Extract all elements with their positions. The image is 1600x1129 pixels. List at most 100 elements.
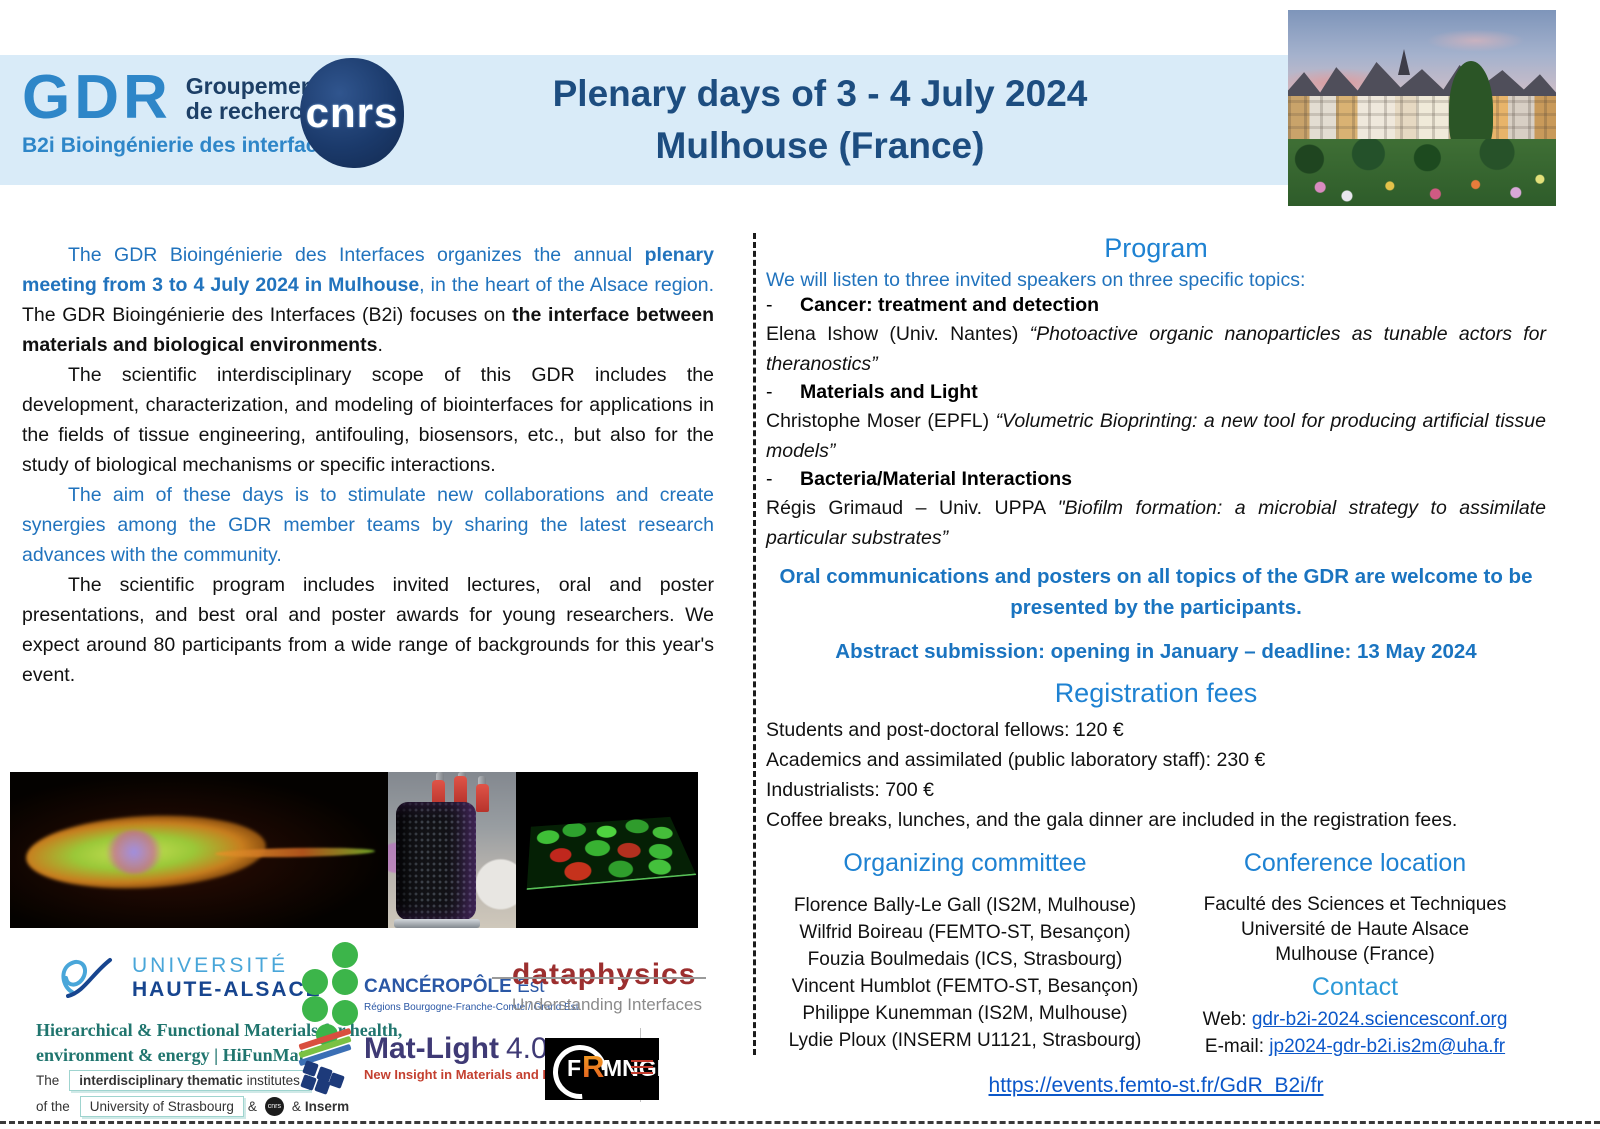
green-dot-icon	[332, 1000, 358, 1026]
abstract-deadline: Abstract submission: opening in January …	[835, 640, 1477, 663]
uha-line2: HAUTE-ALSACE	[132, 978, 322, 1001]
dataphysics-tagline: Understanding Interfaces	[512, 995, 702, 1014]
topic-label: Bacteria/Material Interactions	[800, 468, 1073, 490]
talk-title: “Volumetric Bioprinting: a new tool for …	[766, 410, 1546, 462]
iti-normal: institutes	[242, 1073, 300, 1088]
matlight-version: 4.0	[505, 1032, 548, 1065]
iti-bold: interdisciplinary thematic	[79, 1073, 243, 1088]
canceropole-bold: CANCÉROPÔLE	[364, 976, 512, 997]
topic-speaker-3: Régis Grimaud – Univ. UPPA "Biofilm form…	[766, 493, 1546, 553]
committee-member: Florence Bally-Le Gall (IS2M, Mulhouse)	[793, 895, 1137, 916]
green-dot-icon	[302, 996, 328, 1022]
title-line1: Plenary days of 3 - 4 July 2024	[552, 73, 1088, 114]
intro-run-bold: the interface between materials and biol…	[22, 304, 715, 356]
column-divider-dashed	[753, 233, 756, 1055]
frmnge-smalltext-line	[631, 1060, 653, 1062]
location-line: Faculté des Sciences et Techniques	[1203, 894, 1507, 915]
web-label: Web:	[1202, 1009, 1252, 1030]
gdr-b2i-text: Bioingénierie des interfaces	[60, 134, 341, 157]
red-cap	[476, 784, 489, 812]
intro-text: The GDR Bioingénierie des Interfaces org…	[22, 240, 714, 690]
fee-line: Coffee breaks, lunches, and the gala din…	[766, 809, 1458, 831]
iti-box-institutes: interdisciplinary thematic institutes	[69, 1070, 310, 1091]
matlight-tagline: New Insight in Materials and Light	[364, 1067, 575, 1082]
gdr-word1: Groupement	[185, 73, 323, 99]
contact-email: E-mail: jp2024-gdr-b2i.is2m@uha.fr	[1164, 1033, 1546, 1060]
topic-speaker-2: Christophe Moser (EPFL) “Volumetric Biop…	[766, 406, 1546, 466]
fee-line: Industrialists: 700 €	[766, 779, 935, 801]
committee-location-columns: Organizing committee Florence Bally-Le G…	[766, 847, 1546, 1060]
bottom-divider-dashed	[0, 1121, 1600, 1124]
mesh-cylinder	[396, 802, 476, 920]
topic-title-3: - Bacteria/Material Interactions	[766, 468, 1546, 491]
program-intro: We will listen to three invited speakers…	[766, 269, 1306, 291]
frmnge-f: F	[567, 1055, 582, 1081]
intro-run: .	[377, 334, 383, 356]
intro-run-bold: plenary meeting from 3 to 4 July 2024 in…	[22, 244, 714, 296]
matlight-icon	[298, 1027, 354, 1095]
hifunmat-line1: Hierarchical & Functional Materials for …	[36, 1020, 403, 1040]
top-banner	[0, 55, 1292, 185]
program-heading: Program	[1104, 233, 1208, 263]
biofilm-patch-art	[526, 816, 697, 890]
registration-fees: Students and post-doctoral fellows: 120 …	[766, 715, 1546, 835]
iti-box-university: University of Strasbourg	[79, 1096, 244, 1117]
gdr-b2i-subtitle: B2i Bioingénierie des interfaces	[22, 134, 341, 158]
frmnge-r: R	[582, 1049, 605, 1084]
committee-member: Fouzia Boulmedais (ICS, Strasbourg)	[807, 949, 1123, 970]
registration-heading: Registration fees	[1054, 678, 1258, 708]
committee-member: Philippe Kunemman (IS2M, Mulhouse)	[802, 1003, 1128, 1024]
iti-inserm: Inserm	[304, 1099, 350, 1114]
iti-amp1: &	[247, 1099, 257, 1114]
gdr-b2i-logo: GDR Groupement de recherche B2i Bioingéni…	[22, 67, 341, 158]
speaker-name: Régis Grimaud – Univ. UPPA	[766, 497, 1058, 519]
organizing-committee: Organizing committee Florence Bally-Le G…	[766, 847, 1164, 1060]
fluorescent-cell-micrograph	[10, 772, 388, 928]
matlight-name: Mat-Light	[364, 1032, 499, 1065]
page-title: Plenary days of 3 - 4 July 2024 Mulhouse…	[470, 68, 1170, 172]
intro-paragraph-2: The scientific interdisciplinary scope o…	[22, 364, 714, 476]
topic-title-1: - Cancer: treatment and detection	[766, 294, 1546, 317]
frmnge-smalltext-line	[631, 1066, 653, 1068]
uha-line1: UNIVERSITÉ	[132, 954, 289, 977]
event-url-link[interactable]: https://events.femto-st.fr/GdR_B2i/fr	[988, 1074, 1324, 1097]
dataphysics-logo: dataphysics Understanding Interfaces	[492, 958, 712, 1015]
cnrs-mini-icon: cnrs	[264, 1097, 284, 1116]
biofilm-3d-render	[516, 772, 698, 928]
red-cap	[432, 780, 445, 808]
conference-location: Conference location Faculté des Sciences…	[1164, 847, 1546, 1060]
topic-title-2: - Materials and Light	[766, 381, 1546, 404]
green-dot-icon	[332, 942, 358, 968]
speaker-name: Elena Ishow (Univ. Nantes)	[766, 323, 1030, 345]
location-heading: Conference location	[1243, 849, 1467, 877]
intro-paragraph-3: The aim of these days is to stimulate ne…	[22, 484, 714, 566]
contact-heading: Contact	[1311, 973, 1399, 1001]
dataphysics-strikethrough	[492, 977, 707, 979]
frmnge-logo: F R MNGE	[545, 1038, 659, 1100]
oral-communications-note: Oral communications and posters on all t…	[779, 565, 1533, 619]
topic-speaker-1: Elena Ishow (Univ. Nantes) “Photoactive …	[766, 319, 1546, 379]
committee-members: Florence Bally-Le Gall (IS2M, Mulhouse) …	[766, 892, 1164, 1054]
iti-the: The	[36, 1073, 60, 1088]
email-link[interactable]: jp2024-gdr-b2i.is2m@uha.fr	[1269, 1036, 1506, 1057]
canceropole-est-logo: CANCÉROPÔLE Est Régions Bourgogne-Franch…	[302, 942, 579, 1046]
location-line: Université de Haute Alsace	[1240, 919, 1470, 940]
photo-garden	[1288, 139, 1556, 206]
red-cap	[454, 776, 467, 804]
canceropole-name: CANCÉROPÔLE Est	[364, 976, 545, 998]
intro-run: The GDR Bioingénierie des Interfaces (B2…	[22, 304, 513, 326]
speaker-name: Christophe Moser (EPFL)	[766, 410, 996, 432]
web-link[interactable]: gdr-b2i-2024.sciencesconf.org	[1251, 1009, 1508, 1030]
uha-logo-icon	[61, 958, 112, 998]
email-label: E-mail:	[1204, 1036, 1270, 1057]
program-column: Program We will listen to three invited …	[766, 233, 1546, 1098]
cnrs-logo-icon: cnrs	[300, 58, 404, 168]
canceropole-regions: Régions Bourgogne-Franche-Comté / Grand …	[364, 1002, 579, 1013]
topic-label: Materials and Light	[800, 381, 978, 403]
dataphysics-word: dataphysics	[512, 958, 697, 991]
location-lines: Faculté des Sciences et Techniques Unive…	[1164, 892, 1546, 967]
talk-title: “Photoactive organic nanoparticles as tu…	[766, 323, 1546, 375]
topic-label: Cancer: treatment and detection	[800, 294, 1100, 316]
bullet-dash: -	[766, 294, 773, 316]
committee-member: Lydie Ploux (INSERM U1121, Strasbourg)	[788, 1030, 1142, 1051]
